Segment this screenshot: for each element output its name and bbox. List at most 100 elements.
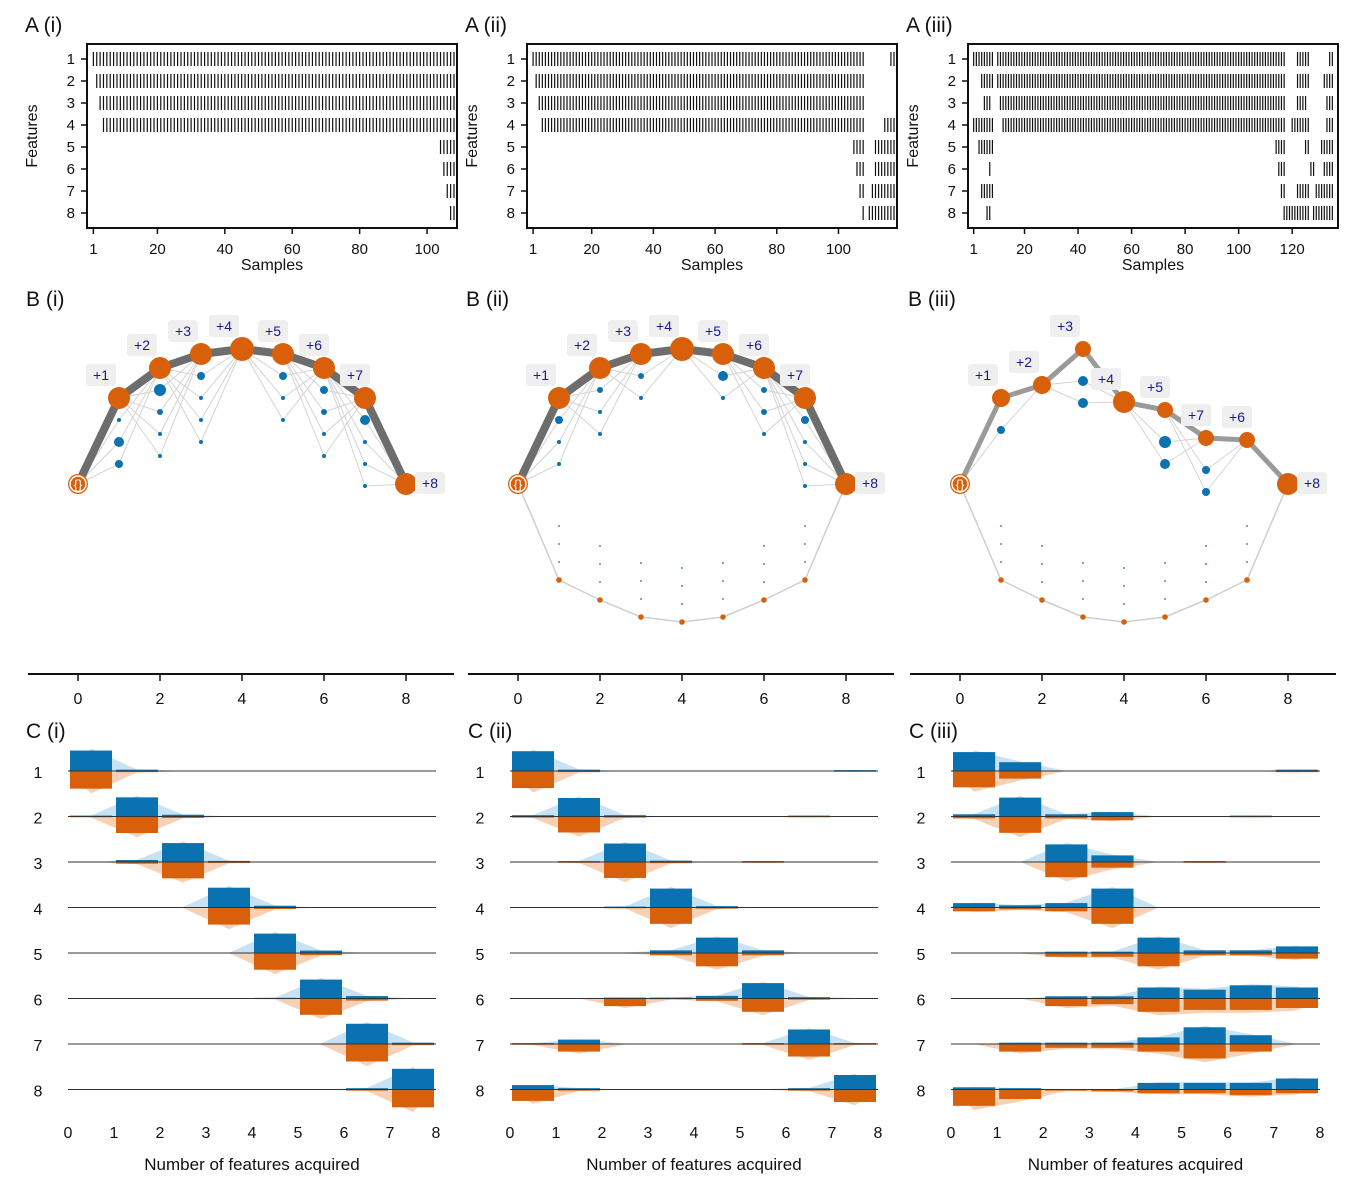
path-node [313, 357, 335, 379]
x-tick-label: 4 [238, 691, 247, 708]
distribution-panel: C (i) 1 2 3 4 5 6 7 8 0 1 2 3 4 5 6 7 8 Number of features… [26, 720, 441, 1174]
feature-label: 2 [917, 811, 926, 828]
blue-envelope [510, 886, 878, 908]
x-tick-label: 60 [284, 241, 301, 258]
lower-node [998, 577, 1004, 583]
x-tick-label: 80 [351, 241, 368, 258]
blue-bar [1183, 1027, 1226, 1044]
blue-bar [558, 1088, 600, 1090]
blue-bar [953, 752, 996, 771]
edge [722, 353, 765, 435]
blue-bar [512, 815, 554, 817]
node-label-box [649, 315, 679, 337]
lower-edge [804, 483, 847, 581]
node-label: +5 [265, 323, 281, 339]
feature-label: 1 [476, 765, 485, 782]
x-axis-label: Number of features acquired [1028, 1155, 1243, 1174]
panel-label: C (iii) [909, 720, 958, 743]
tiny-node [1246, 543, 1248, 545]
node-label: +3 [175, 323, 191, 339]
tiny-node [763, 563, 765, 565]
orange-envelope [68, 816, 436, 838]
orange-envelope [510, 953, 878, 970]
blue-bar [696, 906, 738, 908]
x-tick-label: 2 [156, 691, 165, 708]
edge [599, 353, 642, 435]
blue-bar [1183, 989, 1226, 999]
y-axis-label: Features [24, 104, 41, 167]
orange-bar [1275, 1089, 1318, 1094]
y-axis-label: Features [905, 104, 922, 167]
x-tick-label: 100 [1226, 241, 1251, 258]
x-tick-label: 5 [294, 1125, 303, 1142]
edge [323, 367, 366, 465]
x-tick-label: 6 [760, 691, 769, 708]
x-axis-label: Number of features acquired [586, 1155, 801, 1174]
node-label-box [1222, 406, 1252, 428]
tiny-node [1041, 563, 1043, 565]
orange-bar [953, 1089, 996, 1106]
blue-envelope [68, 748, 436, 771]
panel-label: A (i) [25, 14, 62, 37]
orange-bar [1091, 998, 1134, 1005]
orange-bar [650, 862, 692, 864]
blue-node [997, 426, 1005, 434]
blue-bar [1275, 946, 1318, 953]
panel-label: B (iii) [908, 288, 956, 311]
orange-envelope [510, 816, 878, 837]
edge [282, 353, 325, 435]
x-tick-label: 3 [1085, 1125, 1094, 1142]
y-tick-label: 3 [67, 95, 75, 112]
blue-node [803, 484, 807, 488]
orange-envelope [510, 907, 878, 929]
orange-bar [650, 907, 692, 924]
orange-bar [512, 816, 554, 818]
blue-envelope [951, 886, 1320, 908]
node-label-box [209, 315, 239, 337]
orange-bar [1091, 907, 1134, 924]
orange-envelope [68, 862, 436, 883]
tiny-node [763, 581, 765, 583]
blue-envelope [510, 796, 878, 817]
x-tick-label: 2 [156, 1125, 165, 1142]
x-tick-label: 6 [782, 1125, 791, 1142]
orange-bar [1045, 953, 1088, 957]
orange-envelope [68, 1044, 436, 1067]
blue-bar [254, 905, 296, 908]
lower-node [638, 614, 644, 620]
edge [200, 348, 243, 443]
path-node [1277, 473, 1299, 495]
blue-bar [512, 751, 554, 771]
blue-node [154, 384, 166, 396]
y-tick-label: 3 [507, 95, 515, 112]
tiny-node [722, 598, 724, 600]
orange-envelope [951, 907, 1320, 929]
blue-node [157, 409, 163, 415]
blue-envelope [68, 977, 436, 999]
x-tick-label: 3 [644, 1125, 653, 1142]
blue-envelope [510, 936, 878, 953]
blue-node [279, 372, 287, 380]
distribution-panel: C (iii) 1 2 3 4 5 6 7 8 0 1 2 3 4 5 6 7 8 Number of featur… [909, 720, 1325, 1174]
blue-bar [1045, 814, 1088, 817]
tiny-node [763, 545, 765, 547]
x-tick-label: 1 [552, 1125, 561, 1142]
orange-bar [1229, 1089, 1272, 1096]
node-label: +2 [1016, 354, 1032, 370]
raster-panel: A (ii)1 20 40 60 80 10012345678SamplesFeature… [464, 14, 898, 274]
blue-bar [346, 1088, 388, 1090]
node-label-box [1050, 315, 1080, 337]
node-label: +2 [134, 337, 150, 353]
lower-node [1203, 597, 1209, 603]
blue-bar [162, 814, 204, 817]
orange-bar [116, 816, 158, 834]
lower-edge [599, 599, 642, 618]
path-node [508, 474, 528, 494]
blue-bar [788, 1029, 830, 1044]
orange-bar [558, 771, 600, 773]
lower-node [597, 597, 603, 603]
tiny-node [804, 561, 806, 563]
orange-bar [1091, 953, 1134, 957]
blue-bar [1091, 996, 1134, 999]
blue-envelope [951, 795, 1320, 817]
